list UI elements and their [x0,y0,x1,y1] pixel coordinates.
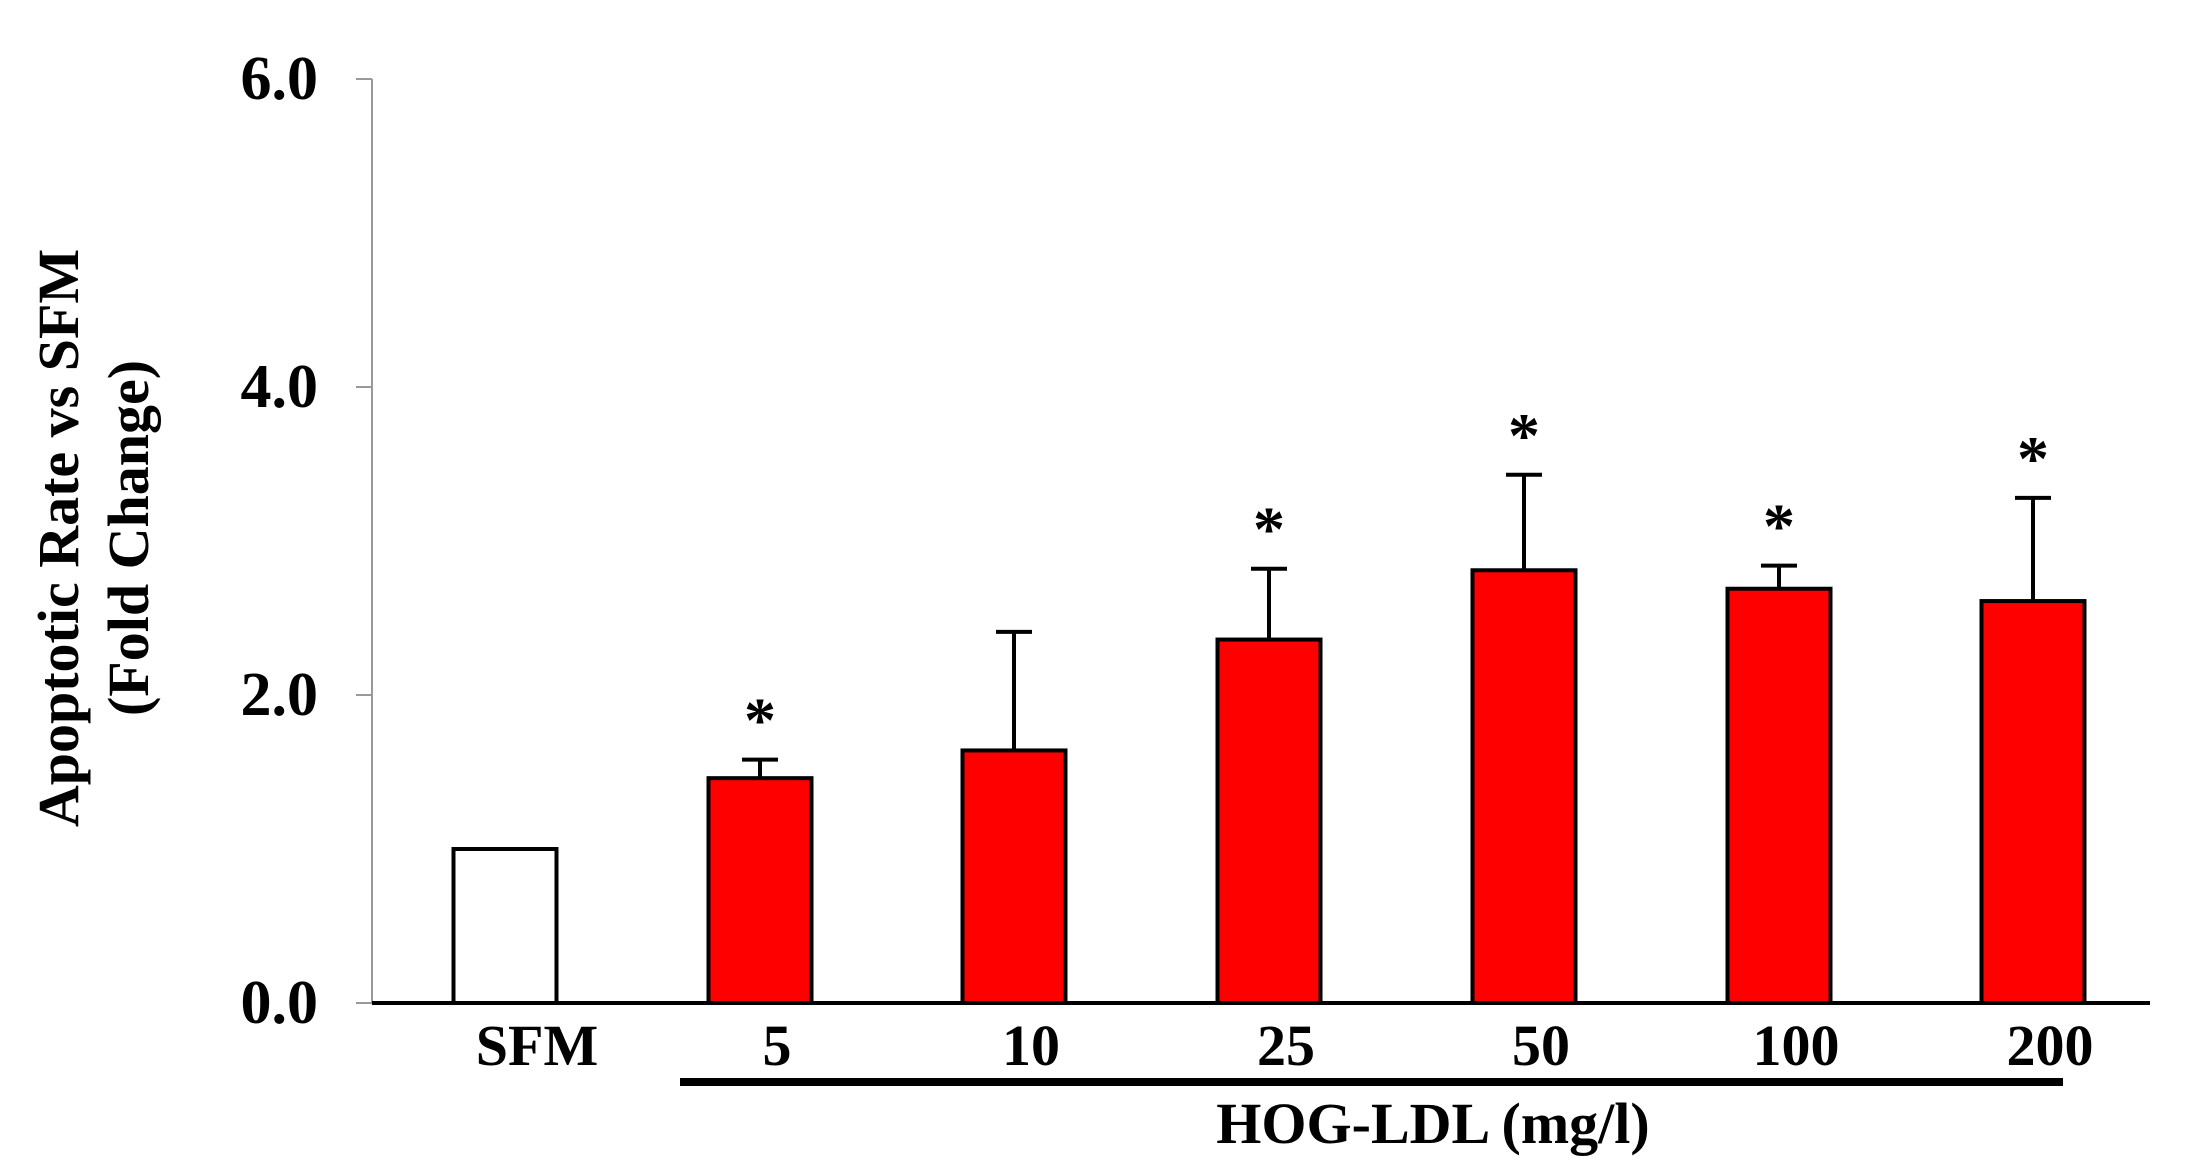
x-tick-label: 200 [2007,1013,2094,1078]
y-axis-label-line2: (Fold Change) [96,360,161,716]
bar [1979,599,2087,1005]
x-tick-label: SFM [476,1013,598,1078]
bar [451,847,559,1005]
y-tick-label: 2.0 [241,661,319,729]
y-tick-label: 4.0 [241,353,319,421]
y-axis-label-line1: Apoptotic Rate vs SFM [26,249,91,827]
y-tick-label: 6.0 [241,45,319,113]
significance-marker: * [2017,423,2049,494]
bar [1215,637,1323,1005]
bar [1470,568,1578,1005]
bar [706,776,814,1005]
x-tick-label: 5 [763,1013,792,1078]
significance-marker: * [1763,491,1795,562]
y-axis-label: Apoptotic Rate vs SFM (Fold Change) [26,249,161,827]
significance-marker: * [1253,494,1285,565]
y-tick-label: 0.0 [241,969,319,1037]
x-tick-label: 100 [1753,1013,1840,1078]
bar [1725,586,1833,1005]
x-tick-label: 50 [1512,1013,1570,1078]
x-axis-label: HOG-LDL (mg/l) [1216,1091,1649,1156]
x-tick-label: 25 [1257,1013,1315,1078]
x-tick-label: 10 [1002,1013,1060,1078]
significance-marker: * [744,685,776,756]
significance-marker: * [1508,400,1540,471]
bar [960,748,1068,1005]
